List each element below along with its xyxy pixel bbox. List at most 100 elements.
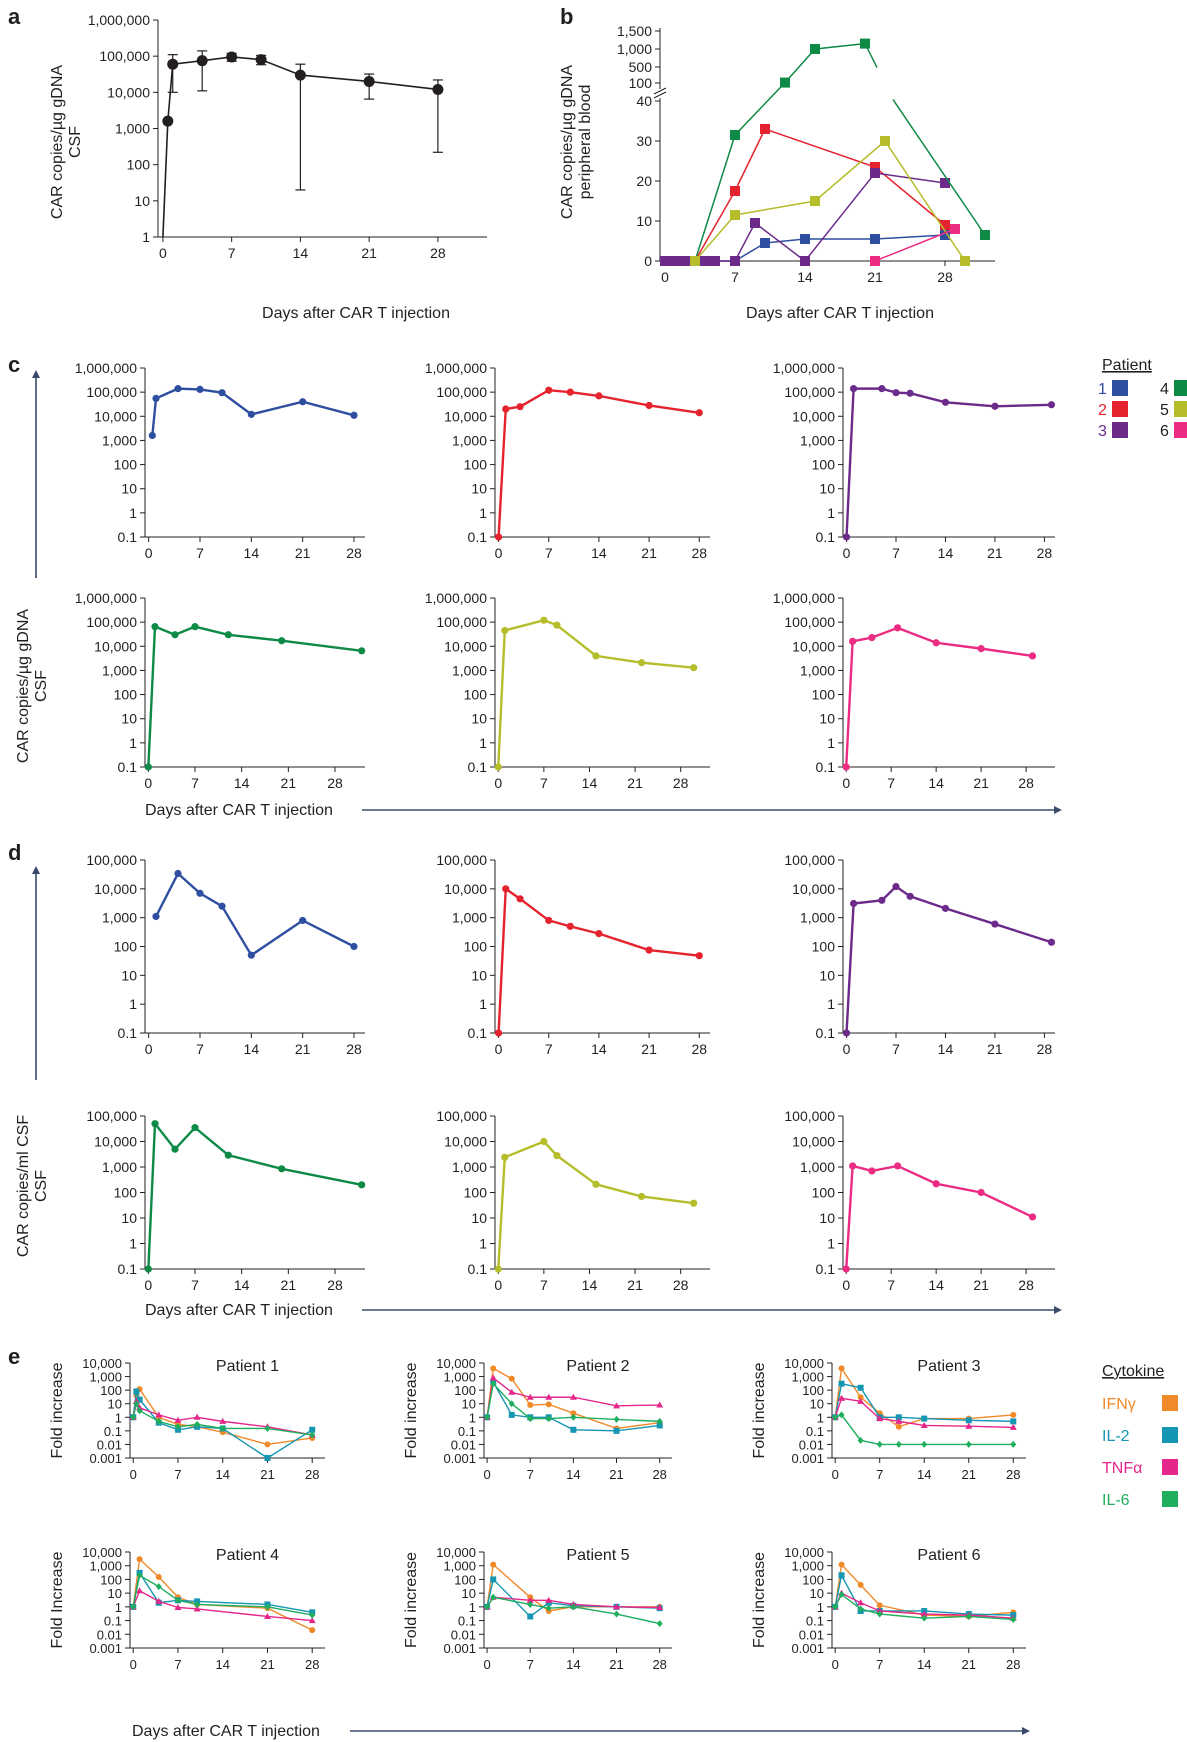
panel-d-p2-ytick-label: 1 (479, 996, 487, 1012)
panel-c-p5-xtick-label: 14 (582, 775, 598, 791)
panel-e-p3-point (895, 1440, 902, 1448)
panel-e-p6-point (876, 1602, 883, 1609)
panel-a-xtick-label: 28 (430, 245, 446, 261)
panel-c-p3-line (845, 387, 1052, 538)
panel-d-p2-ytick-label: 10 (471, 967, 487, 983)
panel-e-p5-ylabel: Fold increase (403, 1552, 420, 1648)
panel-d-p4-line (147, 1120, 362, 1270)
legend-patient-label-5: 5 (1160, 402, 1169, 419)
panel-d-p5-ytick-label: 10,000 (444, 1134, 487, 1150)
legend-patient-swatch-3 (1112, 422, 1128, 438)
panel-e-p1-point (309, 1426, 316, 1433)
panel-e-p2-point (613, 1427, 620, 1434)
panel-e-p4-point (308, 1617, 316, 1624)
panel-b-ytick-label: 100 (629, 75, 653, 91)
panel-b-point (860, 38, 870, 49)
panel-d-p6-xtick-label: 28 (1018, 1277, 1034, 1293)
panel-c-p1-point (218, 389, 226, 397)
panel-b-point (810, 44, 820, 54)
panel-e-p6-xtick-label: 21 (962, 1657, 976, 1672)
panel-c-p5-xtick-label: 7 (540, 775, 548, 791)
panel-d-p2-point (695, 952, 703, 960)
panel-a-xtick-label: 0 (159, 245, 167, 261)
panel-e-p1-ylabel: Fold increase (49, 1362, 66, 1458)
panel-c-p2-ytick-label: 1,000 (452, 432, 487, 448)
panel-e-p6-point (832, 1603, 839, 1611)
panel-e-p5-point (545, 1596, 553, 1603)
panel-e-p5-xtick-label: 0 (483, 1657, 490, 1672)
panel-e-p3-point (857, 1436, 864, 1444)
panel-b-line (784, 48, 816, 84)
panel-c-p2-series (494, 386, 703, 541)
panel-d-p2-point (595, 930, 603, 938)
panel-d-p6-ytick-label: 1,000 (800, 1159, 835, 1175)
panel-c-p5-xtick-label: 21 (627, 775, 643, 791)
panel-e-p4-point (309, 1627, 316, 1634)
panel-c-p4-ytick-label: 10 (121, 711, 137, 727)
panel-e-p1-point (136, 1407, 143, 1415)
panel-e-p5-point (490, 1593, 497, 1601)
panel-c-p4-series (144, 623, 366, 771)
panel-d-p5-ytick-label: 100 (464, 1185, 488, 1201)
panel-c-p6-point (842, 763, 850, 771)
panel-c-p2-axes: 0.1 1 10 100 1,000 10,000 100,000 1,000,000 0 7 14… (425, 360, 710, 561)
panel-e-p6-ytick-label: 0.1 (806, 1614, 824, 1629)
panel-e-p1-point (219, 1424, 226, 1432)
legend-patient-title: Patient (1102, 357, 1152, 374)
panel-e-p1-ytick-label: 0.01 (97, 1437, 122, 1452)
panel-c-p2-ytick-label: 1,000,000 (425, 360, 487, 376)
panel-d-p1-ytick-label: 100 (114, 939, 138, 955)
panel-c-p6-xtick-label: 21 (973, 775, 989, 791)
panel-c-p6-axes: 0.1 1 10 100 1,000 10,000 100,000 1,000,000 0 7 14… (773, 590, 1055, 791)
panel-d-p3-xtick-label: 14 (938, 1041, 954, 1057)
panel-b-axis-break (653, 87, 667, 95)
panel-b-point (680, 256, 690, 266)
panel-e-p2-line (486, 1367, 660, 1430)
panel-e-p2-point (656, 1422, 663, 1429)
panel-e-p1-ytick-label: 100 (100, 1383, 122, 1398)
panel-b-point (750, 218, 760, 228)
panel-e-p5-point (545, 1604, 552, 1612)
panel-e-p3-ytick-label: 10 (810, 1397, 824, 1412)
panel-e-p1-xtick-label: 28 (305, 1467, 319, 1482)
panel-e-p1-point (264, 1441, 271, 1448)
panel-c-p5-ytick-label: 10,000 (444, 638, 487, 654)
panel-c-p1-point (196, 385, 204, 393)
panel-b-point (940, 178, 950, 188)
panel-e-p1-xtick-label: 21 (260, 1467, 274, 1482)
panel-c-p1-series (148, 385, 358, 440)
panel-e-p4-point (155, 1583, 162, 1591)
ylabel-a-line1: CAR copies/µg gDNA (49, 65, 66, 219)
panel-d-p6-line (845, 1164, 1034, 1270)
panel-c-p1-ytick-label: 1,000,000 (75, 360, 137, 376)
panel-e-p2-point (508, 1375, 515, 1382)
legend-cytokine-label-0: IFNγ (1102, 1396, 1136, 1413)
panel-e-p5-point (490, 1576, 497, 1583)
ylabel-c-line1: CAR copies/µg gDNA (15, 609, 32, 763)
panel-e-p5-ytick-label: 1,000 (443, 1559, 476, 1574)
panel-b-series-3 (660, 168, 950, 266)
panel-d-p5-xtick-label: 0 (494, 1277, 502, 1293)
panel-e-p3-point (1010, 1440, 1017, 1448)
panel-e-p6-ytick-label: 10 (810, 1586, 824, 1601)
panel-d-p6-ytick-label: 10 (819, 1210, 835, 1226)
panel-a-axes: 1 10 100 1,000 10,000 100,000 1,000,000 0 7 14 21 2… (88, 12, 487, 261)
panel-c-p3-ytick-label: 1,000 (800, 432, 835, 448)
panel-d-p6-point (977, 1188, 985, 1197)
panel-c-p1-xtick-label: 21 (295, 545, 311, 561)
panel-d-p4-point (224, 1151, 232, 1159)
panel-e-p3-line (834, 1382, 1014, 1423)
panel-e-p5-point (527, 1613, 534, 1620)
panel-e-p2-xtick-label: 21 (609, 1467, 623, 1482)
panel-e-p4-ylabel: Fold Increase (49, 1551, 66, 1648)
panel-e-p4-point (193, 1605, 201, 1612)
panel-c-p5-point (637, 659, 646, 667)
panel-b-point (760, 124, 770, 134)
panel-e-p6-ytick-label: 10,000 (784, 1545, 824, 1560)
panel-c-p5-point (592, 652, 600, 660)
panel-c-p6-line (845, 626, 1033, 768)
panel-c-p2-ytick-label: 100,000 (436, 384, 487, 400)
